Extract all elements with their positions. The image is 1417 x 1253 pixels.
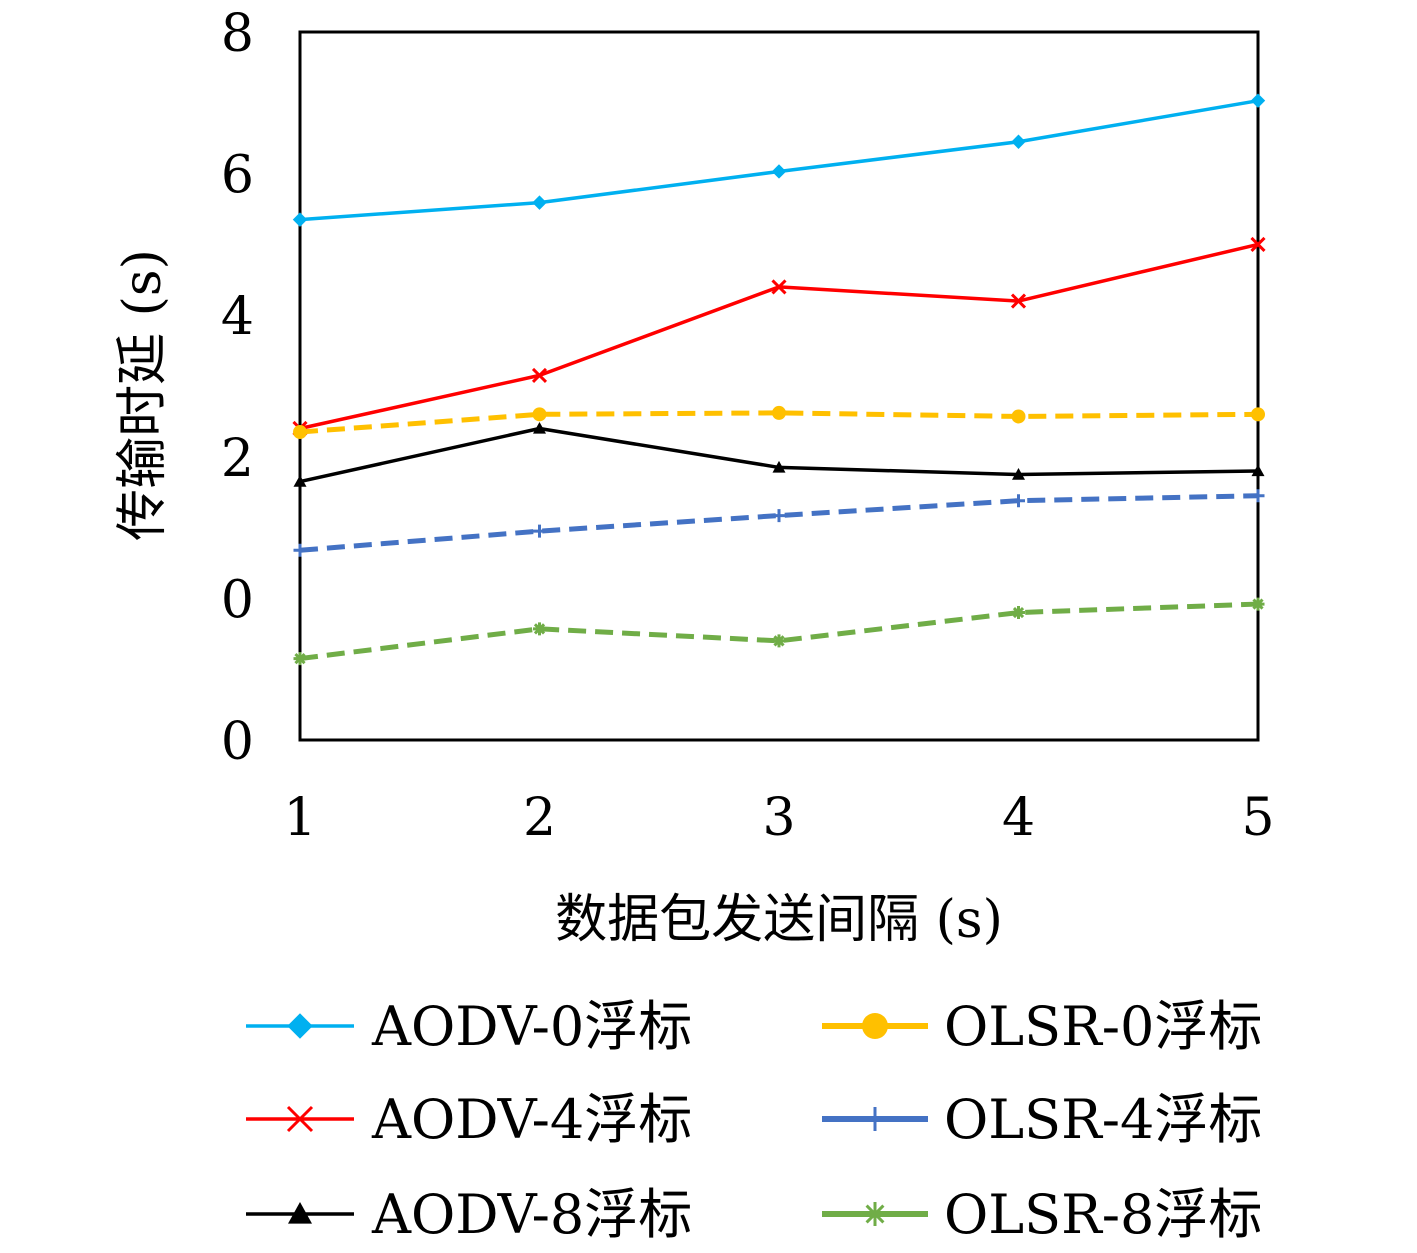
legend-item: OLSR-4浮标: [822, 1088, 1262, 1151]
series-line: [299, 493, 1259, 553]
y-axis-label: 传输时延 (s): [113, 249, 173, 541]
data-point: [771, 279, 787, 295]
series-2: [292, 236, 1266, 437]
series-line: [299, 242, 1259, 431]
data-point: [293, 475, 307, 487]
data-point: [1250, 93, 1266, 108]
x-tick-label: 3: [762, 788, 795, 848]
data-point: [1251, 464, 1265, 477]
data-point: [533, 524, 546, 538]
x-tick-label: 1: [283, 788, 316, 848]
series-5: [293, 489, 1265, 557]
data-point: [293, 425, 307, 440]
series-line: [299, 601, 1259, 662]
data-point: [1010, 293, 1027, 309]
y-tick-label: 6: [221, 146, 254, 206]
x-tick-label: 4: [1002, 788, 1035, 848]
x-axis-label: 数据包发送间隔 (s): [555, 890, 1003, 950]
series-line: [299, 98, 1259, 222]
x-tick-label: 2: [523, 788, 556, 848]
data-point: [1251, 597, 1265, 611]
data-point: [533, 421, 546, 434]
y-tick-label: 0: [221, 712, 254, 772]
data-point: [1251, 489, 1265, 503]
data-point: [293, 652, 307, 666]
legend-item: AODV-0浮标: [246, 995, 692, 1058]
legend-marker: [287, 1013, 313, 1039]
plot-area: [298, 30, 1260, 742]
legend-marker: [863, 1107, 887, 1131]
legend-label: AODV-4浮标: [371, 1088, 692, 1151]
data-point: [292, 212, 308, 227]
legend-label: OLSR-8浮标: [944, 1183, 1262, 1246]
data-point: [1011, 134, 1026, 149]
data-point: [1251, 407, 1265, 422]
data-point: [772, 634, 786, 648]
legend-item: AODV-4浮标: [246, 1088, 692, 1151]
legend: AODV-0浮标 AODV-4浮标 AODV-8浮标 OLSR-0浮标 OLSR-4浮标…: [246, 995, 1262, 1246]
series-4: [293, 405, 1265, 440]
data-point: [1250, 236, 1266, 252]
data-point: [1012, 468, 1025, 480]
legend-label: AODV-0浮标: [371, 995, 692, 1058]
legend-marker: [863, 1202, 887, 1226]
series-6: [293, 597, 1265, 666]
data-point: [1012, 606, 1025, 620]
legend-item: OLSR-0浮标: [822, 995, 1262, 1058]
data-point: [1011, 409, 1026, 424]
data-point: [772, 405, 786, 420]
data-point: [533, 622, 546, 636]
legend-label: OLSR-4浮标: [944, 1088, 1262, 1151]
legend-marker: [286, 1105, 314, 1133]
data-point: [1012, 494, 1025, 508]
y-tick-label: 4: [221, 287, 254, 347]
data-point: [293, 543, 307, 557]
data-point: [532, 407, 547, 422]
data-point: [771, 164, 787, 179]
x-tick-label: 5: [1241, 788, 1274, 848]
series-line: [299, 426, 1259, 484]
y-tick-label: 0: [221, 570, 254, 630]
data-point: [772, 460, 786, 473]
y-tick-labels: 0 0 2 4 6 8: [221, 4, 254, 772]
x-tick-labels: 1 2 3 4 5: [283, 788, 1274, 848]
data-point: [772, 509, 786, 523]
y-tick-label: 8: [221, 4, 254, 64]
y-tick-label: 2: [221, 429, 254, 489]
legend-marker: [862, 1013, 888, 1039]
legend-item: OLSR-8浮标: [822, 1183, 1262, 1246]
data-point: [532, 195, 547, 210]
legend-label: OLSR-0浮标: [944, 995, 1262, 1058]
legend-marker: [288, 1202, 312, 1224]
data-point: [531, 367, 548, 383]
legend-item: AODV-8浮标: [246, 1183, 692, 1246]
series-layer: [292, 93, 1266, 666]
series-1: [292, 93, 1266, 227]
legend-label: AODV-8浮标: [371, 1183, 692, 1246]
series-line: [299, 410, 1259, 435]
series-3: [293, 421, 1265, 487]
